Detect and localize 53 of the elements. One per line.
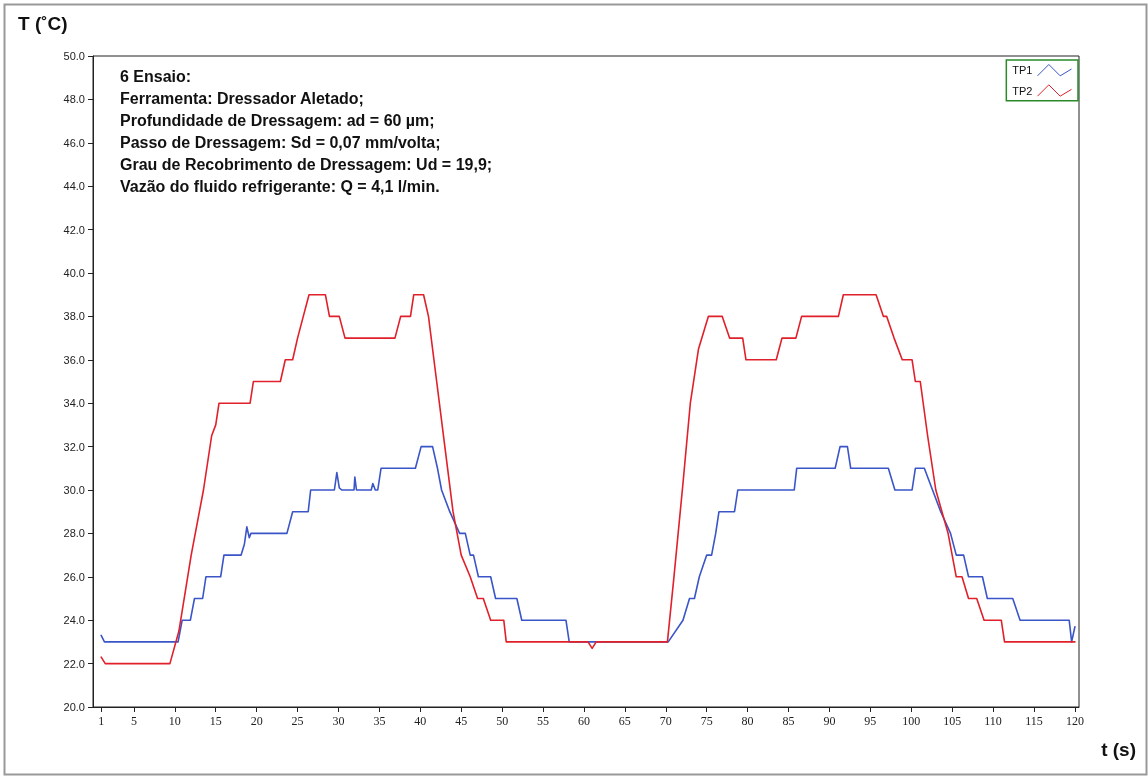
y-tick-label: 46.0 xyxy=(63,136,85,149)
x-tick-label: 10 xyxy=(168,714,181,728)
y-tick-label: 24.0 xyxy=(63,614,85,627)
annotation: 6 Ensaio: xyxy=(120,67,192,85)
x-tick-label: 75 xyxy=(700,714,713,728)
x-tick-label: 30 xyxy=(332,714,345,728)
x-tick-label: 40 xyxy=(414,714,427,728)
annotation: Grau de Recobrimento de Dressagem: Ud = 19,9; xyxy=(120,155,493,173)
y-tick-label: 20.0 xyxy=(63,701,85,713)
x-tick-label: 1 xyxy=(98,714,105,728)
x-tick-label: 5 xyxy=(130,714,137,728)
x-tick-label: 115 xyxy=(1025,714,1043,728)
y-axis-title: T (˚C) xyxy=(18,13,68,34)
y-tick-label: 42.0 xyxy=(63,223,85,236)
y-tick-label: 32.0 xyxy=(63,440,85,453)
x-tick-label: 15 xyxy=(209,714,222,728)
x-tick-label: 25 xyxy=(291,714,304,728)
x-tick-label: 45 xyxy=(455,714,468,728)
x-tick-label: 110 xyxy=(984,714,1002,728)
x-tick-label: 55 xyxy=(537,714,550,728)
y-tick-label: 22.0 xyxy=(63,657,85,670)
legend-label: TP2 xyxy=(1012,84,1033,97)
annotation: Vazão do fluido refrigerante: Q = 4,1 l/min. xyxy=(120,177,440,195)
x-tick-label: 100 xyxy=(902,714,921,728)
x-tick-label: 20 xyxy=(250,714,263,728)
annotation: Ferramenta: Dressador Aletado; xyxy=(120,89,364,107)
y-tick-label: 48.0 xyxy=(63,93,85,106)
x-tick-label: 70 xyxy=(659,714,672,728)
x-tick-label: 80 xyxy=(741,714,754,728)
y-tick-label: 26.0 xyxy=(63,570,85,583)
x-tick-label: 95 xyxy=(864,714,877,728)
y-tick-label: 44.0 xyxy=(63,180,85,193)
x-tick-label: 120 xyxy=(1065,714,1084,728)
y-tick-label: 38.0 xyxy=(63,310,85,323)
annotation: Profundidade de Dressagem: ad = 60 µm; xyxy=(120,111,435,129)
x-tick-label: 85 xyxy=(782,714,795,728)
x-axis-title: t (s) xyxy=(1101,739,1136,760)
x-tick-label: 65 xyxy=(618,714,631,728)
x-tick-label: 90 xyxy=(823,714,836,728)
x-tick-label: 105 xyxy=(943,714,962,728)
line-series xyxy=(100,445,1076,643)
x-tick-label: 50 xyxy=(496,714,509,728)
y-tick-label: 34.0 xyxy=(63,397,85,410)
y-tick-label: 30.0 xyxy=(63,484,85,496)
legend-label: TP1 xyxy=(1012,64,1033,77)
x-tick-label: 60 xyxy=(577,714,590,728)
annotation: Passo de Dressagem: Sd = 0,07 mm/volta; xyxy=(120,133,441,151)
x-tick-label: 35 xyxy=(373,714,386,728)
line-series xyxy=(100,293,1076,665)
y-tick-label: 40.0 xyxy=(63,267,85,279)
y-tick-label: 50.0 xyxy=(63,50,85,62)
y-tick-label: 36.0 xyxy=(63,353,85,366)
y-tick-label: 28.0 xyxy=(63,527,85,540)
